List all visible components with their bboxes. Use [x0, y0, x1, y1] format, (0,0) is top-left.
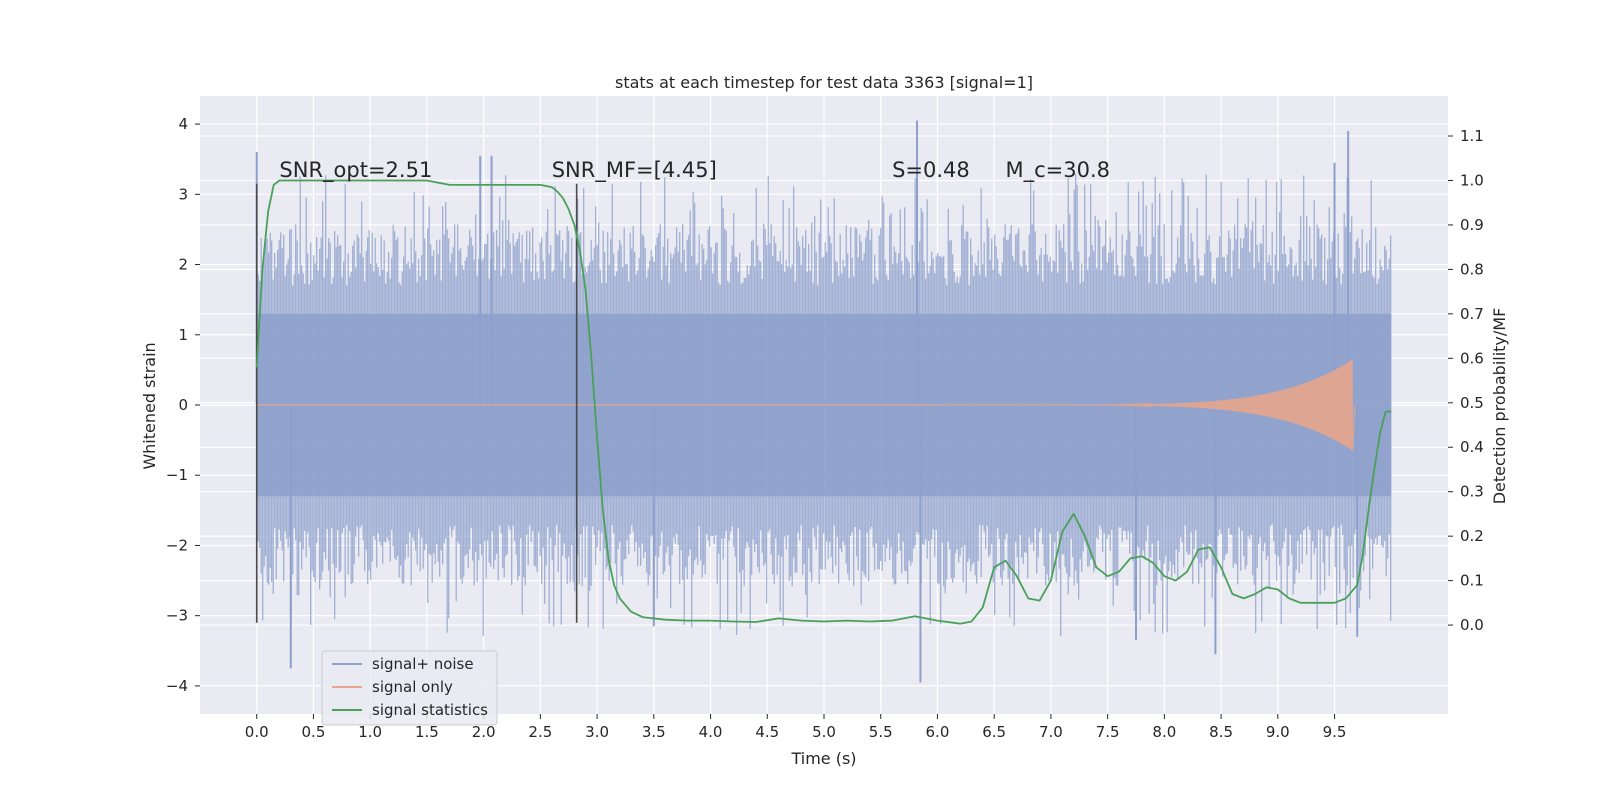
y2-tick-label: 0.6 — [1460, 349, 1484, 367]
x-tick-label: 1.0 — [358, 723, 382, 741]
y2-tick-label: 0.2 — [1460, 527, 1484, 545]
y-axis-label: Whitened strain — [140, 342, 159, 469]
y-tick-label: 3 — [178, 185, 188, 203]
y2-tick-label: 0.0 — [1460, 616, 1484, 634]
legend: signal+ noise signal only signal statist… — [321, 650, 498, 726]
legend-label-signal-noise: signal+ noise — [372, 655, 474, 673]
x-tick-label: 6.5 — [982, 723, 1006, 741]
vertical-markers — [255, 183, 578, 623]
x-tick-label: 6.0 — [926, 723, 950, 741]
y2-tick-label: 0.9 — [1460, 216, 1484, 234]
y-tick-label: −2 — [166, 536, 188, 554]
annotation-text: SNR_opt=2.51 — [279, 158, 432, 183]
y2-tick-label: 1.0 — [1460, 171, 1484, 189]
x-tick-label: 3.5 — [642, 723, 666, 741]
x-tick-label: 7.0 — [1039, 723, 1063, 741]
y2-tick-label: 0.5 — [1460, 394, 1484, 412]
x-tick-label: 5.0 — [812, 723, 836, 741]
legend-box — [321, 650, 498, 726]
annotation-text: S=0.48 — [892, 158, 970, 182]
y-tick-label: 2 — [178, 256, 188, 274]
chirp-trace — [937, 359, 1356, 451]
y2-tick-label: 0.1 — [1460, 572, 1484, 590]
y2-tick-label: 0.7 — [1460, 305, 1484, 323]
annotation-text: SNR_MF=[4.45] — [552, 158, 717, 183]
x-tick-label: 5.5 — [869, 723, 893, 741]
x-tick-label: 9.5 — [1323, 723, 1347, 741]
x-tick-label: 8.5 — [1209, 723, 1233, 741]
y-tick-label: 4 — [178, 115, 188, 133]
legend-label-signal-statistics: signal statistics — [372, 701, 488, 719]
x-tick-label: 2.0 — [472, 723, 496, 741]
x-tick-label: 2.5 — [528, 723, 552, 741]
x-tick-label: 4.0 — [699, 723, 723, 741]
x-tick-label: 8.0 — [1152, 723, 1176, 741]
x-tick-label: 9.0 — [1266, 723, 1290, 741]
legend-label-signal-only: signal only — [372, 678, 453, 696]
y-tick-label: 1 — [178, 326, 188, 344]
x-axis-label: Time (s) — [790, 749, 856, 768]
y2-axis-label: Detection probability/MF — [1490, 308, 1509, 505]
y-tick-label: −1 — [166, 466, 188, 484]
y2-tick-label: 0.4 — [1460, 438, 1484, 456]
chart-title: stats at each timestep for test data 336… — [615, 73, 1033, 92]
x-tick-label: 7.5 — [1096, 723, 1120, 741]
x-tick-label: 1.5 — [415, 723, 439, 741]
y2-tick-label: 0.3 — [1460, 483, 1484, 501]
y-tick-label: 0 — [178, 396, 188, 414]
y2-tick-label: 1.1 — [1460, 127, 1484, 145]
y-tick-label: −4 — [166, 677, 188, 695]
annotations: SNR_opt=2.51 SNR_MF=[4.45] S=0.48 M_c=30.8 — [279, 158, 1110, 183]
y2-tick-label: 0.8 — [1460, 260, 1484, 278]
annotation-text: M_c=30.8 — [1006, 158, 1111, 183]
x-tick-label: 3.0 — [585, 723, 609, 741]
signal-statistics-line — [255, 179, 1392, 625]
x-tick-label: 4.5 — [755, 723, 779, 741]
signal-only-series — [256, 359, 1356, 451]
x-tick-label: 0.5 — [302, 723, 326, 741]
y-tick-label: −3 — [166, 607, 188, 625]
signal-statistics-series — [255, 179, 1392, 625]
axis-ticks: 0.0 0.5 1.0 1.5 2.0 2.5 3.0 3.5 4.0 4.5 5.0 5.5 6.0 6… — [166, 115, 1484, 741]
x-tick-label: 0.0 — [245, 723, 269, 741]
